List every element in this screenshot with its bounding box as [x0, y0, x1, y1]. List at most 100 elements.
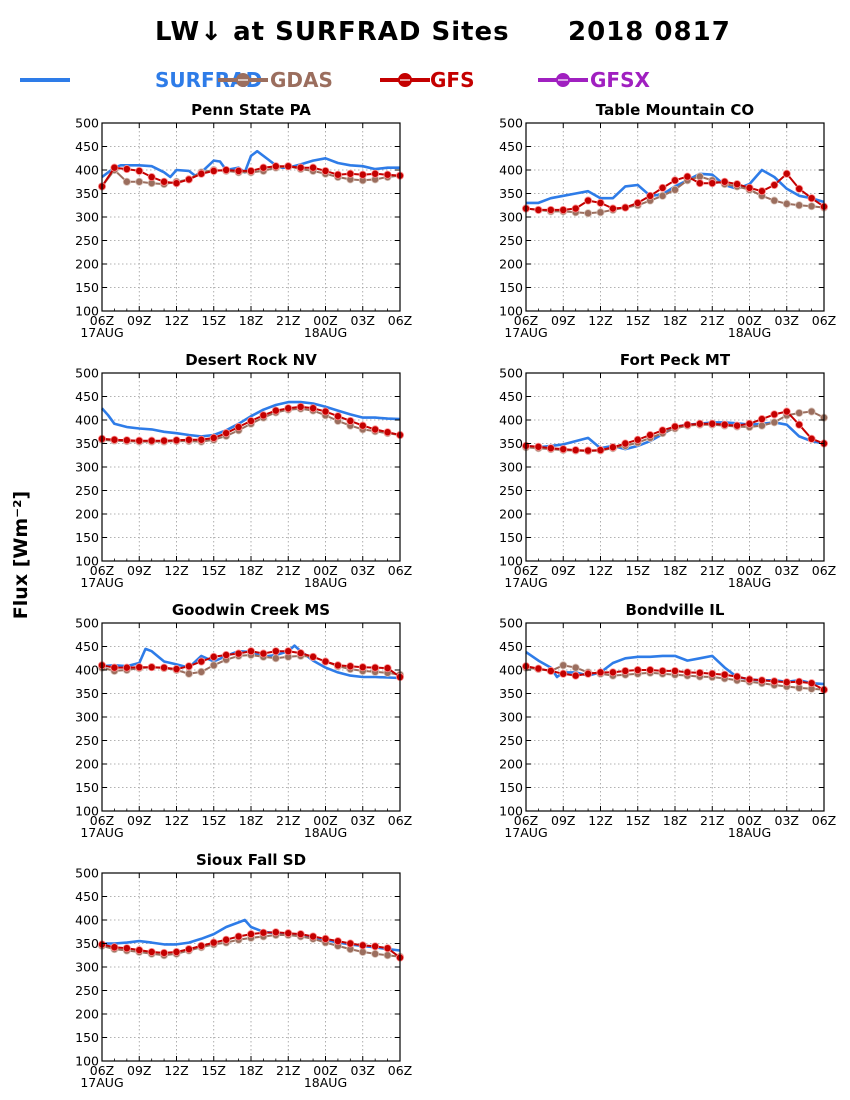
y-tick-label: 300	[499, 710, 523, 725]
data-point-gfs	[184, 662, 193, 671]
panel-fort-peck-mt: 100 150 200 250 300 350 400 450 500 06Z 09Z 12Z 15Z 1…	[499, 351, 836, 590]
x-tick-label: 12Z	[164, 563, 188, 578]
x-tick-label: 06Z	[90, 563, 114, 578]
data-point-gfs	[284, 647, 293, 656]
data-point-gfs	[658, 183, 667, 192]
data-point-gfs	[246, 930, 255, 939]
data-point-gfs	[172, 665, 181, 674]
x-date-label: 17AUG	[80, 825, 123, 840]
y-tick-label: 100	[75, 1054, 99, 1069]
data-point-gfs	[720, 670, 729, 679]
data-point-gfs	[234, 649, 243, 658]
data-point-gdas	[770, 418, 779, 427]
y-tick-label: 150	[75, 280, 99, 295]
x-tick-label: 06Z	[514, 313, 538, 328]
data-point-gfs	[346, 662, 355, 671]
data-point-gfs	[584, 196, 593, 205]
x-tick-label: 12Z	[588, 813, 612, 828]
y-axis-label: Flux [Wm⁻²]	[10, 491, 32, 619]
data-point-gdas	[559, 661, 568, 670]
x-tick-label: 06Z	[812, 313, 836, 328]
x-tick-label: 03Z	[351, 563, 375, 578]
data-point-gfs	[358, 941, 367, 950]
x-tick-label: 09Z	[127, 1063, 151, 1078]
x-tick-label: 15Z	[202, 1063, 226, 1078]
x-tick-label: 15Z	[626, 313, 650, 328]
data-point-gfs	[371, 942, 380, 951]
y-tick-label: 150	[75, 780, 99, 795]
data-point-gfs	[234, 166, 243, 175]
data-point-gfs	[259, 163, 268, 172]
x-tick-label: 09Z	[551, 813, 575, 828]
x-date-label: 18AUG	[728, 325, 771, 340]
y-tick-label: 250	[499, 233, 523, 248]
data-point-gfs	[184, 435, 193, 444]
data-point-gfs	[172, 179, 181, 188]
x-date-label: 17AUG	[80, 325, 123, 340]
data-point-gfs	[147, 436, 156, 445]
data-point-gfs	[222, 935, 231, 944]
y-tick-label: 400	[75, 163, 99, 178]
panel-title: Penn State PA	[191, 101, 311, 119]
data-point-gfs	[695, 419, 704, 428]
data-point-gfs	[110, 163, 119, 172]
x-date-label: 17AUG	[80, 575, 123, 590]
y-tick-label: 200	[75, 1007, 99, 1022]
x-tick-label: 03Z	[775, 563, 799, 578]
data-point-gfs	[683, 420, 692, 429]
data-point-gfs	[658, 666, 667, 675]
x-tick-label: 09Z	[127, 813, 151, 828]
data-point-gfs	[197, 657, 206, 666]
data-point-gfs	[770, 410, 779, 419]
y-tick-label: 100	[499, 554, 523, 569]
x-tick-label: 12Z	[588, 313, 612, 328]
x-tick-label: 00Z	[313, 813, 337, 828]
y-tick-label: 200	[499, 507, 523, 522]
panels: 100 150 200 250 300 350 400 450 500 06Z 09Z 12Z 15Z 1…	[75, 101, 836, 1090]
panel-desert-rock-nv: 100 150 200 250 300 350 400 450 500 06Z 09Z 12Z 15Z 1…	[75, 351, 412, 590]
data-point-gfs	[160, 948, 169, 957]
data-point-gdas	[757, 421, 766, 430]
x-date-label: 18AUG	[304, 325, 347, 340]
x-tick-label: 06Z	[90, 813, 114, 828]
data-point-gfs	[184, 175, 193, 184]
data-point-gfs	[333, 937, 342, 946]
y-tick-label: 300	[499, 210, 523, 225]
data-point-gfs	[160, 663, 169, 672]
data-point-gdas	[271, 654, 280, 663]
panel-title: Bondville IL	[626, 601, 725, 619]
x-tick-label: 00Z	[737, 563, 761, 578]
data-point-gfs	[733, 180, 742, 189]
data-point-gfs	[147, 947, 156, 956]
panel-goodwin-creek-ms: 100 150 200 250 300 350 400 450 500 06Z 09Z 12Z 15Z 1…	[75, 601, 412, 840]
data-point-gfs	[621, 666, 630, 675]
data-point-gfs	[782, 169, 791, 178]
legend-item-gdas: GDAS	[218, 68, 333, 92]
data-point-gfs	[234, 932, 243, 941]
x-tick-label: 03Z	[775, 813, 799, 828]
x-tick-label: 00Z	[313, 1063, 337, 1078]
data-point-gfs	[708, 419, 717, 428]
y-tick-label: 350	[75, 936, 99, 951]
data-point-gdas	[658, 191, 667, 200]
data-point-gfs	[259, 928, 268, 937]
x-tick-label: 12Z	[164, 1063, 188, 1078]
series-line-surfrad	[101, 400, 401, 438]
data-point-gfs	[172, 436, 181, 445]
data-point-gfs	[296, 402, 305, 411]
data-point-gfs	[197, 941, 206, 950]
x-tick-label: 18Z	[239, 313, 263, 328]
data-point-gfs	[646, 191, 655, 200]
data-point-gdas	[782, 199, 791, 208]
x-tick-label: 06Z	[812, 813, 836, 828]
y-tick-label: 500	[499, 366, 523, 381]
data-point-gfs	[135, 946, 144, 955]
data-point-gfs	[658, 426, 667, 435]
data-point-gfs	[271, 928, 280, 937]
y-tick-label: 250	[75, 983, 99, 998]
legend-label: GFSX	[590, 68, 650, 92]
x-tick-label: 09Z	[127, 563, 151, 578]
y-tick-label: 300	[75, 210, 99, 225]
data-point-gfs	[807, 194, 816, 203]
